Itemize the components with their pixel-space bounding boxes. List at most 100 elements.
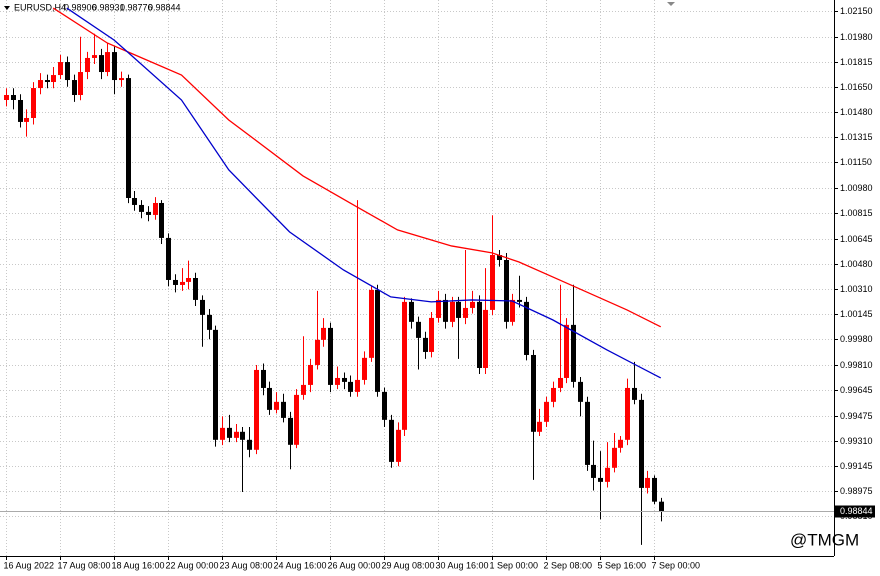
candle-body (213, 329, 218, 440)
candle-body (112, 52, 117, 81)
candle-body (58, 62, 63, 76)
candle-body (605, 467, 610, 482)
candle-body (18, 99, 23, 122)
candle-body (598, 477, 603, 482)
header-low: 0.98776 (120, 2, 153, 12)
candle-body (105, 52, 110, 73)
candle-body (220, 427, 225, 440)
candle-body (31, 88, 36, 118)
candle-body (119, 78, 124, 81)
candle-body (146, 211, 151, 215)
current-price-box (835, 505, 875, 518)
y-tick-label: 0.99310 (840, 436, 873, 446)
candle-body (274, 401, 279, 410)
candle-body (85, 57, 90, 73)
candle-body (571, 324, 576, 382)
candle-body (497, 255, 502, 261)
y-tick-label: 0.99645 (840, 385, 873, 395)
y-tick-label: 1.01150 (840, 157, 872, 167)
candle-body (193, 278, 198, 300)
candle-body (328, 327, 333, 385)
candle-body (524, 301, 529, 355)
candle-body (375, 289, 380, 392)
candle-body (24, 117, 29, 122)
candle-body (200, 299, 205, 315)
candle-body (315, 339, 320, 365)
candle-body (659, 501, 664, 512)
candle-body (618, 439, 623, 448)
y-tick-label: 1.00480 (840, 259, 873, 269)
header-open: 0.98906 (64, 2, 97, 12)
candle-body (477, 301, 482, 368)
y-tick-label: 1.01815 (840, 57, 873, 67)
x-tick-label: 30 Aug 16:00 (436, 560, 489, 570)
x-tick-label: 22 Aug 00:00 (166, 560, 219, 570)
menu-arrow[interactable] (4, 6, 10, 10)
candle-body (173, 279, 178, 285)
candle-body (450, 301, 455, 322)
candle-body (564, 324, 569, 378)
candle-body (126, 78, 131, 198)
candle-body (180, 281, 185, 285)
candle-body (362, 357, 367, 380)
candle-body (625, 387, 630, 440)
x-tick-label: 29 Aug 08:00 (382, 560, 435, 570)
candle-body (153, 202, 158, 215)
candle-body (551, 387, 556, 402)
candle-body (99, 55, 104, 73)
candle-body (470, 301, 475, 308)
y-tick-label: 0.99145 (840, 461, 873, 471)
candle-body (510, 299, 515, 322)
candle-body (159, 202, 164, 238)
candle-body (544, 401, 549, 422)
candle-body (652, 477, 657, 502)
candle-body (645, 477, 650, 488)
y-tick-label: 1.00645 (840, 234, 873, 244)
candle-body (443, 299, 448, 322)
x-tick-label: 7 Sep 00:00 (652, 560, 701, 570)
candle-body (51, 75, 56, 83)
candle-body (558, 377, 563, 388)
candle-body (436, 299, 441, 318)
candle-body (254, 369, 259, 450)
candle-body (288, 417, 293, 445)
candle-body (78, 72, 83, 96)
candle-body (591, 464, 596, 478)
y-tick-label: 1.01480 (840, 107, 873, 117)
x-tick-label: 5 Sep 16:00 (598, 560, 647, 570)
candle-body (531, 354, 536, 432)
candle-body (483, 309, 488, 368)
candle-body (504, 260, 509, 322)
y-tick-label: 1.01315 (840, 132, 873, 142)
candle-body (4, 95, 9, 100)
symbol: EURUSD,H4 (14, 2, 66, 12)
candle-body (348, 381, 353, 392)
candle-body (281, 401, 286, 418)
candle-body (416, 321, 421, 338)
candle-body (38, 80, 43, 89)
candle-body (321, 327, 326, 340)
shift-marker (667, 2, 675, 6)
candle-body (301, 384, 306, 395)
candle-body (132, 197, 137, 205)
current-price-label: 0.98844 (840, 506, 873, 516)
candle-body (639, 399, 644, 488)
moving-average (66, 7, 662, 379)
y-tick-label: 1.00145 (840, 309, 873, 319)
candle-body (585, 401, 590, 465)
y-tick-label: 0.99810 (840, 360, 873, 370)
header-high: 0.98931 (92, 2, 125, 12)
candle-body (517, 299, 522, 302)
y-tick-label: 1.00980 (840, 183, 873, 193)
candle-body (166, 237, 171, 280)
y-tick-label: 1.01980 (840, 32, 873, 42)
candle-body (92, 55, 97, 58)
candle-body (186, 278, 191, 282)
candle-body (402, 301, 407, 430)
x-tick-label: 16 Aug 2022 (4, 560, 55, 570)
candle-body (247, 439, 252, 450)
y-tick-label: 1.01650 (840, 82, 873, 92)
candle-body (65, 62, 70, 81)
candle-body (45, 80, 50, 83)
